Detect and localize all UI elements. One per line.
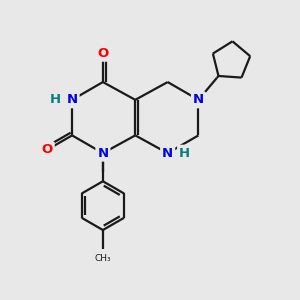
Text: H: H [50,93,61,106]
Text: N: N [67,93,78,106]
Text: O: O [97,47,109,60]
Text: CH₃: CH₃ [94,254,111,262]
Text: N: N [97,147,109,160]
Text: H: H [179,147,190,160]
Text: N: N [193,93,204,106]
Text: O: O [41,143,53,156]
Text: N: N [162,147,173,160]
